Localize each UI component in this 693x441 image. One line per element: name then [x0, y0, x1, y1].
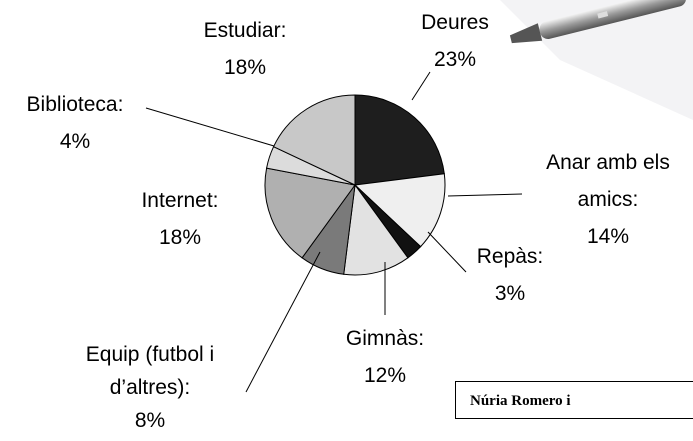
pie-slice — [272, 94, 356, 186]
value-label: 12% — [363, 364, 407, 387]
value-label: 18% — [223, 56, 267, 79]
category-label: Internet: — [141, 189, 219, 212]
value-label: 14% — [586, 225, 630, 248]
slice-label: Internet: 18% — [120, 182, 240, 256]
pie — [264, 94, 446, 276]
value-label: 18% — [158, 226, 202, 249]
pie-slice — [353, 173, 446, 248]
slice-label: Estudiar: 18% — [190, 12, 300, 86]
microphone — [509, 0, 687, 44]
value-label: 4% — [59, 130, 91, 153]
slice-label: Repàs: 3% — [465, 238, 555, 312]
category-label: Repàs: — [476, 245, 544, 268]
category-label: Gimnàs: — [345, 327, 425, 350]
slice-label: Biblioteca: 4% — [5, 86, 145, 160]
footer-box: Núria Romero i — [455, 381, 693, 419]
value-label: 23% — [433, 48, 477, 71]
pie-slice — [354, 94, 445, 186]
category-label: Equip (futbol i d’altres): — [85, 343, 215, 399]
slice-label: Anar amb els amics: 14% — [522, 144, 693, 255]
leader-lines — [145, 71, 523, 393]
category-label: Anar amb els amics: — [546, 151, 670, 211]
category-label: Deures — [421, 11, 489, 34]
value-label: 8% — [134, 409, 166, 432]
category-label: Estudiar: — [203, 19, 287, 42]
slice-label: Equip (futbol i d’altres): 8% — [65, 338, 235, 437]
category-label: Biblioteca: — [26, 93, 124, 116]
value-label: 3% — [494, 282, 526, 305]
slice-label: Deures 23% — [410, 4, 500, 78]
pie-slice — [264, 167, 356, 259]
pie-slice — [343, 183, 409, 276]
slice-label: Gimnàs: 12% — [330, 320, 440, 394]
